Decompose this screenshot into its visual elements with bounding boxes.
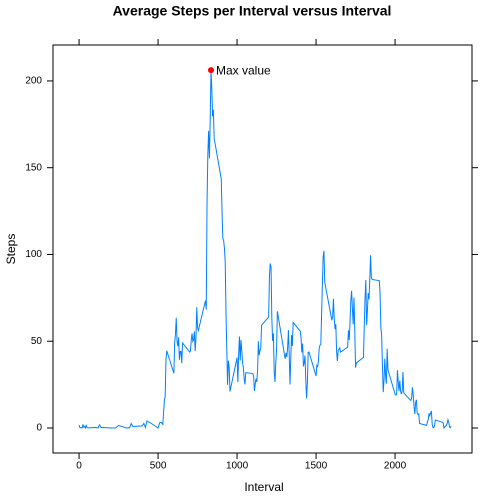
y-tick-label: 150 — [25, 162, 42, 173]
x-tick-label: 1500 — [305, 461, 328, 472]
annotation: Max value — [216, 63, 271, 77]
panel-border — [52, 44, 473, 454]
line — [78, 70, 452, 430]
y-tick-label: 200 — [25, 76, 42, 87]
y-axis-label: Steps — [4, 234, 18, 265]
y-tick-label: 50 — [31, 336, 43, 347]
y-tick-label: 0 — [36, 423, 42, 434]
max-point — [207, 67, 214, 74]
x-axis-label: Interval — [244, 480, 283, 494]
chart-title: Average Steps per Interval versus Interv… — [113, 3, 392, 19]
x-tick-label: 2000 — [384, 461, 407, 472]
y-tick-label: 100 — [25, 249, 42, 260]
x-tick-label: 500 — [150, 461, 167, 472]
x-tick-label: 1000 — [226, 461, 249, 472]
x-tick-label: 0 — [76, 461, 82, 472]
